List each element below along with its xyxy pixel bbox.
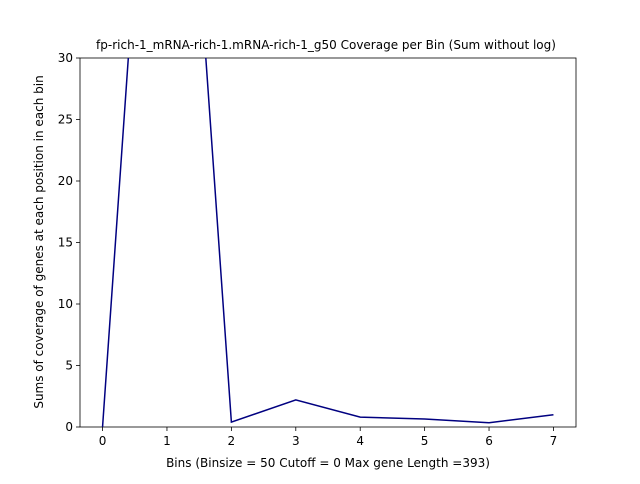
- x-tick-label: 7: [550, 434, 558, 448]
- y-tick-label: 25: [58, 113, 73, 127]
- x-axis-label: Bins (Binsize = 50 Cutoff = 0 Max gene L…: [166, 456, 490, 470]
- x-tick-label: 2: [228, 434, 236, 448]
- y-tick-label: 15: [58, 236, 73, 250]
- y-tick-label: 20: [58, 174, 73, 188]
- plot-area: [101, 58, 554, 427]
- x-tick-label: 0: [99, 434, 107, 448]
- x-tick-label: 6: [485, 434, 493, 448]
- y-tick-label: 30: [58, 51, 73, 65]
- y-tick-label: 0: [65, 420, 73, 434]
- x-tick-label: 3: [292, 434, 300, 448]
- plot-frame: [79, 57, 577, 428]
- x-tick-label: 5: [421, 434, 429, 448]
- y-tick-label: 5: [65, 359, 73, 373]
- chart-title: fp-rich-1_mRNA-rich-1.mRNA-rich-1_g50 Co…: [96, 38, 556, 52]
- x-tick-label: 1: [163, 434, 171, 448]
- y-axis-label: Sums of coverage of genes at each positi…: [32, 75, 46, 408]
- x-tick-label: 4: [356, 434, 364, 448]
- data-line: [101, 58, 554, 427]
- y-tick-label: 10: [58, 297, 73, 311]
